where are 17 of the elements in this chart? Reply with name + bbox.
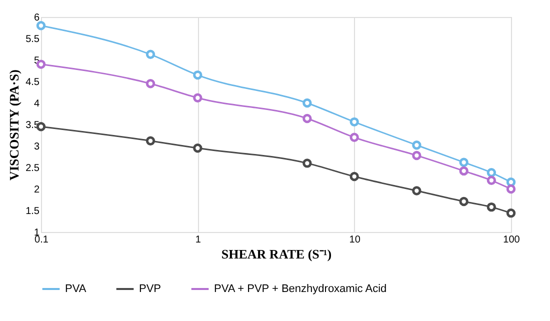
legend-label: PVA + PVP + Benzhydroxamic Acid bbox=[214, 283, 387, 295]
y-tick-label: 6 bbox=[34, 12, 40, 24]
x-tick-label: 10 bbox=[349, 234, 361, 246]
y-tick-label: 2 bbox=[34, 184, 40, 196]
y-tick-label: 4 bbox=[34, 98, 40, 110]
x-tick-label: 0.1 bbox=[34, 234, 49, 246]
y-axis-title: VISCOSITY (PA·S) bbox=[6, 70, 22, 180]
y-tick-label: 3 bbox=[34, 142, 40, 152]
x-axis-title: SHEAR RATE (S⁻¹) bbox=[221, 246, 332, 262]
legend-label: PVP bbox=[139, 283, 162, 295]
y-tick-label: 1.5 bbox=[26, 206, 40, 217]
legend-label: PVA bbox=[65, 283, 87, 295]
y-tick-label: 5.5 bbox=[26, 34, 40, 45]
y-tick-label: 4.5 bbox=[26, 77, 40, 88]
x-tick-label: 1 bbox=[195, 234, 202, 246]
y-tick-label: 2.5 bbox=[26, 163, 40, 174]
x-tick-label: 100 bbox=[503, 234, 520, 246]
